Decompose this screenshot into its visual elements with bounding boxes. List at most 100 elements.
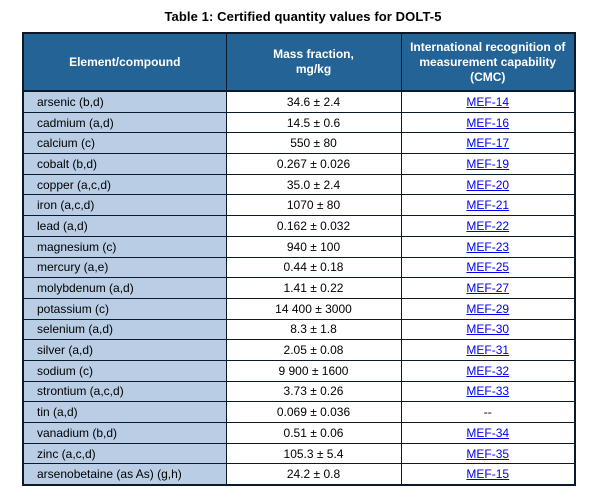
mass-fraction-cell: 0.44 ± 0.18 xyxy=(225,256,402,279)
cmc-cell: MEF-31 xyxy=(400,339,576,361)
mass-fraction-cell: 550 ± 80 xyxy=(225,132,402,155)
header-mass-fraction: Mass fraction, mg/kg xyxy=(225,32,402,92)
cmc-link[interactable]: MEF-16 xyxy=(466,115,510,130)
cmc-link[interactable]: MEF-15 xyxy=(466,467,510,482)
element-cell: calcium (c) xyxy=(22,132,227,155)
table-row: lead (a,d) 0.162 ± 0.032 MEF-22 xyxy=(22,215,576,237)
cmc-link[interactable]: MEF-17 xyxy=(466,136,510,151)
cmc-cell: MEF-22 xyxy=(400,215,576,237)
cmc-link[interactable]: MEF-31 xyxy=(466,343,510,358)
cmc-cell: MEF-21 xyxy=(400,194,576,217)
table-row: mercury (a,e) 0.44 ± 0.18 MEF-25 xyxy=(22,256,576,279)
mass-fraction-cell: 105.3 ± 5.4 xyxy=(225,442,402,465)
cmc-cell: MEF-33 xyxy=(400,380,576,403)
element-cell: iron (a,c,d) xyxy=(22,194,227,217)
element-cell: zinc (a,c,d) xyxy=(22,442,227,465)
element-cell: tin (a,d) xyxy=(22,401,227,423)
table-row: strontium (a,c,d) 3.73 ± 0.26 MEF-33 xyxy=(22,380,576,403)
element-cell: strontium (a,c,d) xyxy=(22,380,227,403)
element-cell: lead (a,d) xyxy=(22,215,227,237)
cmc-link[interactable]: MEF-33 xyxy=(466,384,510,399)
element-cell: vanadium (b,d) xyxy=(22,422,227,444)
cmc-link[interactable]: MEF-29 xyxy=(466,301,510,316)
table-row: arsenic (b,d) 34.6 ± 2.4 MEF-14 xyxy=(22,90,576,113)
cmc-link[interactable]: MEF-35 xyxy=(466,446,510,461)
table-row: calcium (c) 550 ± 80 MEF-17 xyxy=(22,132,576,155)
mass-fraction-cell: 0.162 ± 0.032 xyxy=(225,215,402,237)
mass-fraction-cell: 3.73 ± 0.26 xyxy=(225,380,402,403)
cmc-cell: MEF-23 xyxy=(400,235,576,258)
mass-fraction-cell: 0.51 ± 0.06 xyxy=(225,422,402,444)
cmc-cell: MEF-25 xyxy=(400,256,576,279)
table-row: vanadium (b,d) 0.51 ± 0.06 MEF-34 xyxy=(22,422,576,444)
cmc-link[interactable]: MEF-25 xyxy=(466,260,510,275)
mass-fraction-cell: 940 ± 100 xyxy=(225,235,402,258)
table-row: cobalt (b,d) 0.267 ± 0.026 MEF-19 xyxy=(22,153,576,175)
cmc-link[interactable]: MEF-22 xyxy=(466,218,510,233)
table-row: zinc (a,c,d) 105.3 ± 5.4 MEF-35 xyxy=(22,442,576,465)
mass-fraction-cell: 1070 ± 80 xyxy=(225,194,402,217)
cmc-link[interactable]: MEF-23 xyxy=(466,239,510,254)
header-row: Element/compound Mass fraction, mg/kg In… xyxy=(22,32,576,92)
certified-values-table: Element/compound Mass fraction, mg/kg In… xyxy=(22,32,576,487)
cmc-cell: -- xyxy=(400,401,576,423)
cmc-cell: MEF-32 xyxy=(400,359,576,382)
cmc-cell: MEF-29 xyxy=(400,297,576,320)
cmc-cell: MEF-34 xyxy=(400,422,576,444)
cmc-cell: MEF-15 xyxy=(400,463,576,486)
table-body: arsenic (b,d) 34.6 ± 2.4 MEF-14 cadmium … xyxy=(22,90,576,486)
cmc-cell: MEF-14 xyxy=(400,90,576,113)
mass-fraction-cell: 34.6 ± 2.4 xyxy=(225,90,402,113)
mass-fraction-cell: 1.41 ± 0.22 xyxy=(225,277,402,299)
mass-fraction-cell: 0.267 ± 0.026 xyxy=(225,153,402,175)
mass-fraction-cell: 24.2 ± 0.8 xyxy=(225,463,402,486)
table-row: copper (a,c,d) 35.0 ± 2.4 MEF-20 xyxy=(22,173,576,196)
element-cell: arsenic (b,d) xyxy=(22,90,227,113)
cmc-cell: MEF-16 xyxy=(400,111,576,134)
cmc-link[interactable]: MEF-14 xyxy=(466,94,510,109)
table-header: Element/compound Mass fraction, mg/kg In… xyxy=(22,32,576,92)
cmc-cell: MEF-35 xyxy=(400,442,576,465)
mass-fraction-cell: 2.05 ± 0.08 xyxy=(225,339,402,361)
table-row: molybdenum (a,d) 1.41 ± 0.22 MEF-27 xyxy=(22,277,576,299)
mass-fraction-cell: 0.069 ± 0.036 xyxy=(225,401,402,423)
table-row: iron (a,c,d) 1070 ± 80 MEF-21 xyxy=(22,194,576,217)
cmc-cell: MEF-27 xyxy=(400,277,576,299)
cmc-cell: MEF-19 xyxy=(400,153,576,175)
table-row: magnesium (c) 940 ± 100 MEF-23 xyxy=(22,235,576,258)
cmc-cell: MEF-20 xyxy=(400,173,576,196)
table-row: selenium (a,d) 8.3 ± 1.8 MEF-30 xyxy=(22,318,576,341)
element-cell: selenium (a,d) xyxy=(22,318,227,341)
cmc-link[interactable]: MEF-34 xyxy=(466,425,510,440)
element-cell: potassium (c) xyxy=(22,297,227,320)
mass-fraction-cell: 14 400 ± 3000 xyxy=(225,297,402,320)
table-row: sodium (c) 9 900 ± 1600 MEF-32 xyxy=(22,359,576,382)
cmc-link[interactable]: MEF-30 xyxy=(466,322,510,337)
table-row: tin (a,d) 0.069 ± 0.036 -- xyxy=(22,401,576,423)
table-caption: Table 1: Certified quantity values for D… xyxy=(164,9,442,24)
header-element-compound: Element/compound xyxy=(22,32,227,92)
element-cell: mercury (a,e) xyxy=(22,256,227,279)
element-cell: cadmium (a,d) xyxy=(22,111,227,134)
cmc-link[interactable]: MEF-20 xyxy=(466,177,510,192)
cmc-cell: MEF-17 xyxy=(400,132,576,155)
header-cmc: International recognition of measurement… xyxy=(400,32,576,92)
cmc-link[interactable]: MEF-27 xyxy=(466,281,510,296)
table-row: cadmium (a,d) 14.5 ± 0.6 MEF-16 xyxy=(22,111,576,134)
mass-fraction-cell: 35.0 ± 2.4 xyxy=(225,173,402,196)
element-cell: magnesium (c) xyxy=(22,235,227,258)
mass-fraction-cell: 8.3 ± 1.8 xyxy=(225,318,402,341)
cmc-cell: MEF-30 xyxy=(400,318,576,341)
element-cell: sodium (c) xyxy=(22,359,227,382)
cmc-link[interactable]: MEF-21 xyxy=(466,198,510,213)
cmc-link[interactable]: MEF-19 xyxy=(466,156,510,171)
mass-fraction-cell: 9 900 ± 1600 xyxy=(225,359,402,382)
cmc-link[interactable]: MEF-32 xyxy=(466,363,510,378)
table-row: arsenobetaine (as As) (g,h) 24.2 ± 0.8 M… xyxy=(22,463,576,486)
mass-fraction-cell: 14.5 ± 0.6 xyxy=(225,111,402,134)
table-row: potassium (c) 14 400 ± 3000 MEF-29 xyxy=(22,297,576,320)
element-cell: silver (a,d) xyxy=(22,339,227,361)
element-cell: cobalt (b,d) xyxy=(22,153,227,175)
element-cell: copper (a,c,d) xyxy=(22,173,227,196)
